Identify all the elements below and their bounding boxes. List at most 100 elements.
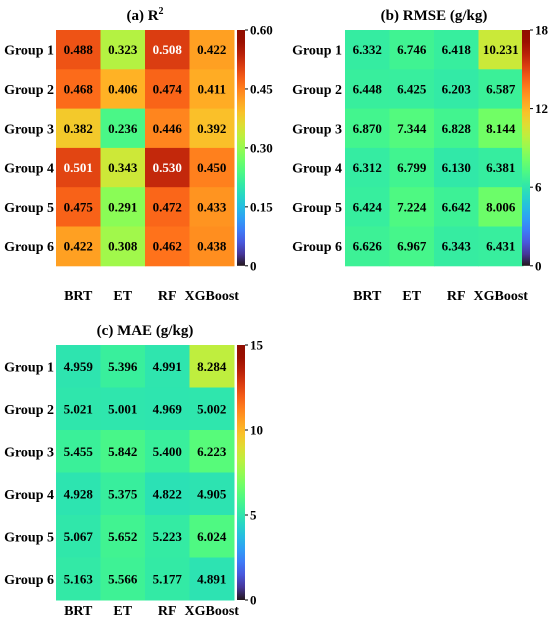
heatmap-cell (434, 147, 479, 188)
heatmap-cell (189, 108, 235, 149)
cell-value-label: 5.396 (108, 359, 138, 374)
cell-value-label: 6.431 (486, 239, 515, 254)
heatmap-cell (345, 226, 390, 267)
heatmap-cell (189, 187, 235, 227)
cell-value-label: 4.822 (153, 486, 182, 501)
cell-value-label: 0.422 (197, 42, 226, 57)
heatmap-cell (345, 108, 390, 149)
cell-value-label: 0.291 (108, 199, 137, 214)
cell-value-label: 0.411 (197, 81, 226, 96)
column-label: RF (447, 289, 466, 304)
column-label: ET (113, 604, 132, 619)
colorbar-tick-label: 15 (250, 338, 264, 353)
cell-value-label: 6.223 (197, 444, 227, 459)
heatmap-cell (189, 430, 235, 473)
cell-value-label: 5.163 (64, 571, 94, 586)
heatmap-cell (100, 30, 146, 70)
cell-value-label: 5.002 (197, 401, 226, 416)
heatmap-cell (389, 108, 435, 149)
heatmap-cell (478, 69, 524, 110)
heatmap-cell (434, 30, 479, 70)
colorbar-tick-label: 5 (250, 508, 257, 523)
cell-value-label: 6.425 (397, 81, 427, 96)
heatmap-cell (56, 472, 101, 516)
cell-value-label: 0.446 (153, 121, 183, 136)
heatmap-cell (189, 226, 235, 267)
row-label: Group 2 (292, 83, 342, 98)
cell-value-label: 6.130 (442, 160, 471, 175)
heatmap-cell (145, 30, 190, 70)
heatmap-cell (145, 387, 190, 431)
heatmap-cell (100, 108, 146, 149)
cell-value-label: 7.224 (397, 199, 427, 214)
row-label: Group 2 (4, 403, 54, 418)
cell-value-label: 6.746 (397, 42, 427, 57)
heatmap-cell (100, 69, 146, 110)
heatmap-cell (345, 187, 390, 227)
row-label: Group 3 (292, 122, 342, 137)
heatmap-cell (145, 187, 190, 227)
row-label: Group 3 (4, 122, 54, 137)
cell-value-label: 5.842 (108, 444, 137, 459)
heatmap-cell (189, 147, 235, 188)
heatmap-cell (145, 557, 190, 601)
heatmap-cell (189, 515, 235, 558)
heatmap-panel-3: (c) MAE (g/kg) 4.959 5.396 4.991 8.284 5.021 5… (4, 323, 263, 619)
cell-value-label: 4.891 (197, 571, 226, 586)
row-label: Group 4 (4, 488, 54, 503)
row-label: Group 1 (4, 360, 54, 375)
cell-value-label: 0.433 (197, 199, 227, 214)
cell-value-label: 4.928 (64, 486, 94, 501)
cell-value-label: 0.323 (108, 42, 138, 57)
cell-value-label: 6.312 (353, 160, 382, 175)
heatmap-cell (389, 30, 435, 70)
cell-value-label: 0.438 (197, 239, 227, 254)
heatmap-cell (345, 147, 390, 188)
heatmap-cell (56, 387, 101, 431)
colorbar (237, 30, 245, 266)
heatmap-cell (434, 108, 479, 149)
cell-value-label: 5.652 (108, 529, 137, 544)
cell-value-label: 6.343 (442, 239, 472, 254)
column-label: XGBoost (185, 604, 240, 619)
heatmap-cell (100, 226, 146, 267)
heatmap-cell (389, 69, 435, 110)
panel-title: (b) RMSE (g/kg) (381, 8, 488, 24)
colorbar-tick-label: 12 (535, 101, 548, 116)
colorbar-tick-label: 0.15 (250, 199, 273, 214)
colorbar-tick-label: 0.30 (250, 140, 273, 155)
heatmap-cell (56, 557, 101, 601)
cell-value-label: 6.024 (197, 529, 227, 544)
panel-title: (c) MAE (g/kg) (97, 323, 194, 339)
cell-value-label: 0.474 (153, 81, 183, 96)
cell-value-label: 5.001 (108, 401, 137, 416)
heatmap-cell (56, 345, 101, 388)
cell-value-label: 0.472 (153, 199, 182, 214)
cell-value-label: 6.967 (397, 239, 427, 254)
panel-title: (a) R2 (126, 6, 163, 24)
heatmap-panel-2: (b) RMSE (g/kg) 6.332 6.746 6.418 10.231 6.44… (292, 8, 548, 304)
cell-value-label: 8.284 (197, 359, 227, 374)
cell-value-label: 4.959 (64, 359, 94, 374)
cell-value-label: 6.332 (353, 42, 382, 57)
heatmap-cell (56, 30, 101, 70)
cell-value-label: 0.382 (64, 121, 93, 136)
heatmap-panel-1: (a) R2 0.488 0.323 0.508 0.422 0.468 0.406 0.47… (4, 6, 273, 304)
cell-value-label: 0.406 (108, 81, 138, 96)
heatmap-cell (189, 345, 235, 388)
column-label: ET (402, 289, 421, 304)
column-label: ET (113, 289, 132, 304)
row-label: Group 6 (4, 573, 54, 588)
cell-value-label: 0.422 (64, 239, 93, 254)
heatmap-cell (189, 30, 235, 70)
row-label: Group 2 (4, 83, 54, 98)
heatmap-cell (56, 187, 101, 227)
colorbar-tick-label: 0 (250, 258, 257, 273)
row-label: Group 5 (4, 530, 54, 545)
cell-value-label: 5.067 (64, 529, 94, 544)
cell-value-label: 6.799 (397, 160, 427, 175)
colorbar (237, 345, 245, 600)
heatmap-cell (100, 472, 146, 516)
cell-value-label: 4.991 (153, 359, 182, 374)
colorbar-tick-label: 0.60 (250, 23, 273, 38)
